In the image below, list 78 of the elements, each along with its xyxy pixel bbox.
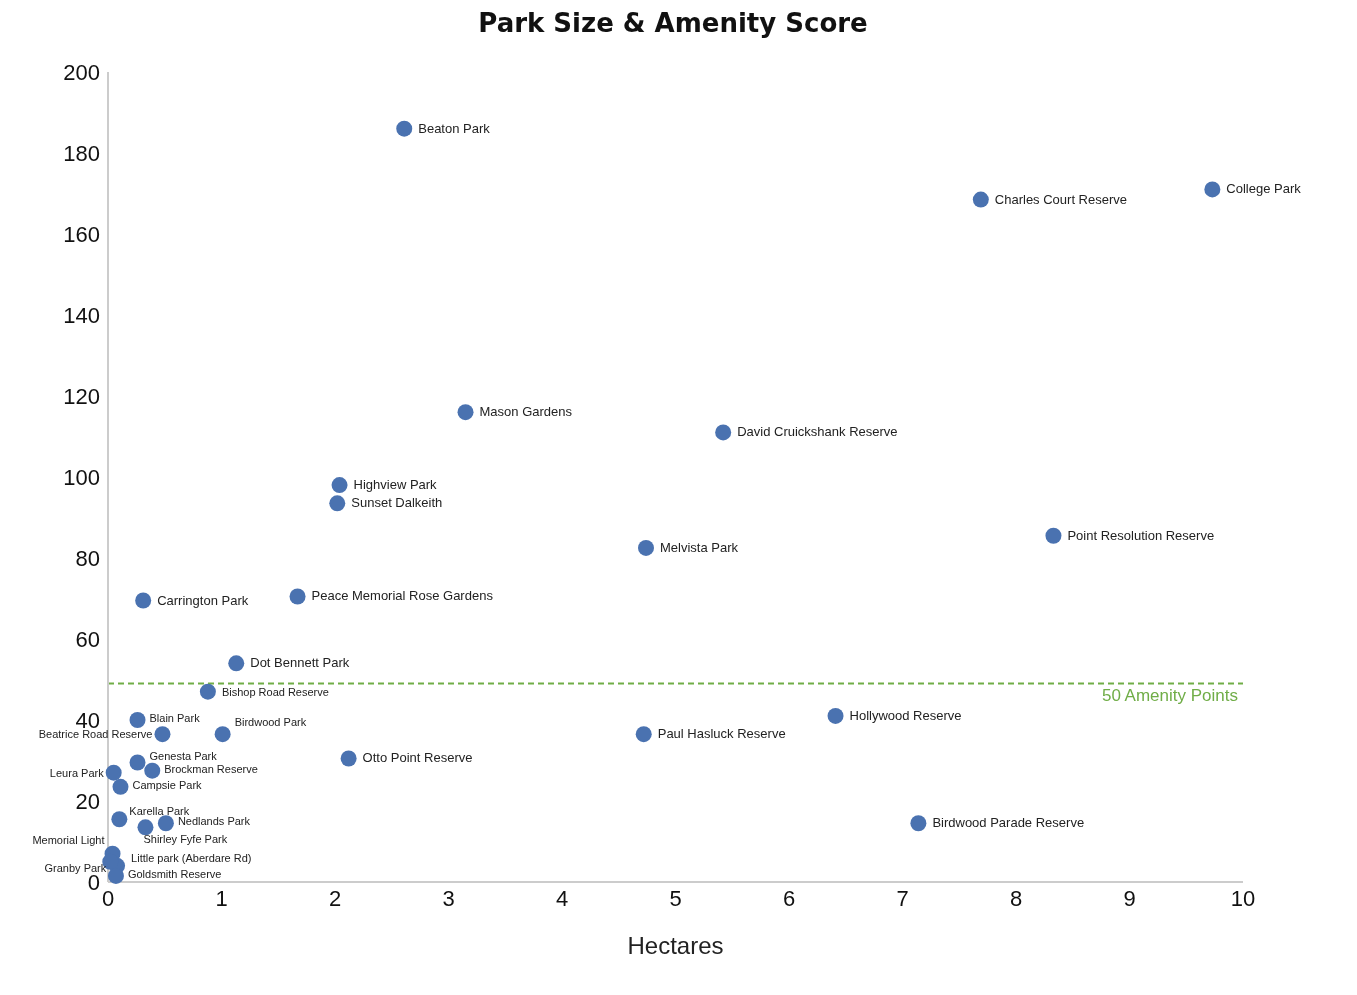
ref-line-label: 50 Amenity Points [1101, 685, 1238, 705]
point [157, 815, 174, 832]
annotation: Sunset Dalkeith [351, 495, 443, 511]
annotation: Beaton Park [418, 120, 491, 136]
point [1204, 181, 1221, 198]
chart-title: Park Size & Amenity Score [477, 8, 869, 40]
annotation: Little park (Aberdare Rd) [131, 851, 252, 864]
point [289, 588, 306, 605]
point [199, 683, 216, 700]
point [457, 404, 474, 421]
x-tick-label: 3 [442, 885, 455, 911]
point [228, 655, 245, 672]
annotation: Highview Park [353, 477, 438, 493]
annotation: Paul Hasluck Reserve [657, 726, 786, 742]
annotation: Blain Park [149, 712, 201, 724]
x-tick-label: 1 [215, 885, 228, 911]
y-tick-label: 160 [63, 221, 100, 247]
annotation: Leura Park [49, 766, 105, 779]
point [129, 754, 146, 771]
x-tick-label: 10 [1230, 885, 1256, 911]
point [340, 750, 357, 767]
annotation: Nedlands Park [177, 815, 251, 828]
x-tick-label: 7 [896, 885, 909, 911]
annotation: Bishop Road Reserve [221, 685, 329, 698]
point [715, 424, 732, 441]
annotation: College Park [1226, 181, 1302, 197]
point [637, 539, 654, 556]
annotation: Peace Memorial Rose Gardens [311, 588, 494, 604]
point [111, 811, 128, 828]
annotation: Karella Park [129, 805, 190, 818]
annotation: Goldsmith Reserve [127, 867, 222, 880]
point [635, 726, 652, 743]
annotation: Carrington Park [157, 592, 249, 608]
annotation: Genesta Park [149, 749, 218, 762]
x-tick-label: 9 [1123, 885, 1136, 911]
point [105, 764, 122, 781]
annotation: Point Resolution Reserve [1067, 527, 1215, 543]
annotation: Dot Bennett Park [250, 655, 350, 671]
annotation: Otto Point Reserve [362, 750, 473, 766]
x-tick-label: 8 [1009, 885, 1023, 911]
annotation: Birdwood Park [234, 716, 307, 729]
point [910, 815, 927, 832]
x-tick-label: 2 [328, 885, 342, 911]
point [329, 495, 346, 512]
point [972, 191, 989, 208]
y-tick-label: 200 [63, 59, 100, 85]
point [112, 778, 129, 795]
y-tick-label: 140 [63, 302, 100, 328]
y-tick-label: 20 [75, 788, 100, 814]
y-tick-label: 180 [63, 140, 100, 166]
annotation: Brockman Reserve [164, 762, 258, 775]
annotation: Shirley Fyfe Park [143, 833, 228, 846]
point [214, 726, 231, 743]
point [135, 592, 152, 609]
x-axis-title: Hectares [627, 932, 724, 959]
y-tick-label: 60 [75, 626, 100, 652]
x-tick-label: 6 [782, 885, 796, 911]
y-tick-label: 100 [63, 464, 100, 490]
x-tick-label: 4 [555, 885, 569, 911]
point [137, 819, 154, 836]
point [1045, 527, 1062, 544]
annotation: Mason Gardens [479, 404, 573, 420]
y-tick-label: 120 [63, 383, 100, 409]
y-tick-label: 80 [75, 545, 100, 571]
point [827, 707, 844, 724]
point [144, 762, 161, 779]
point [154, 726, 171, 743]
annotation: Campsie Park [132, 778, 203, 791]
annotation: Hollywood Reserve [849, 707, 962, 723]
point [396, 120, 413, 137]
x-tick-label: 5 [669, 885, 682, 911]
annotation: Memorial Light [32, 833, 105, 846]
point [129, 712, 146, 728]
annotation: Birdwood Parade Reserve [932, 815, 1085, 831]
point [331, 477, 348, 494]
annotation: Melvista Park [659, 539, 739, 555]
annotation: David Cruickshank Reserve [737, 424, 898, 440]
annotation: Charles Court Reserve [994, 191, 1128, 207]
